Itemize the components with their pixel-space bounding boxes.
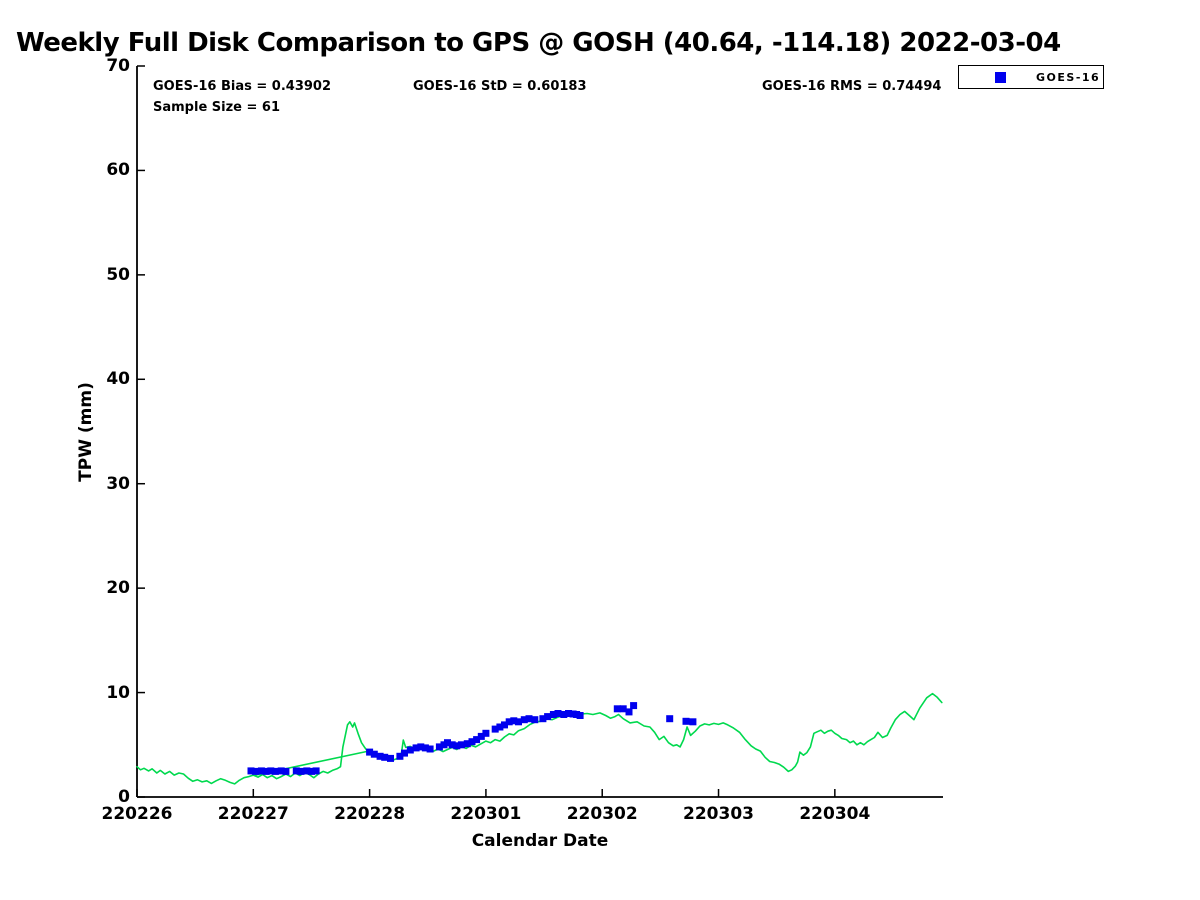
goes16-point: [531, 716, 539, 724]
goes16-point: [510, 717, 518, 725]
goes16-point: [257, 767, 265, 775]
goes16-point: [482, 729, 490, 737]
goes16-point: [387, 754, 394, 762]
goes16-point: [271, 767, 279, 775]
goes16-point: [549, 711, 557, 718]
y-tick-label: 50: [106, 264, 130, 285]
goes16-point: [412, 744, 420, 752]
goes16-point: [435, 743, 443, 751]
goes16-point: [448, 741, 456, 749]
y-tick-label: 20: [106, 578, 130, 599]
stat-rms: GOES-16 RMS = 0.74494: [762, 79, 942, 94]
legend: GOES-16: [958, 65, 1104, 89]
goes16-point: [421, 744, 429, 752]
y-tick-label: 10: [106, 682, 130, 703]
goes16-point: [565, 710, 572, 717]
goes16-point: [401, 749, 408, 757]
goes16-point: [426, 745, 434, 753]
x-tick-label: 220228: [334, 804, 406, 824]
goes16-point: [525, 715, 533, 723]
goes16-point: [376, 752, 384, 760]
stat-sample-size: Sample Size = 61: [153, 100, 281, 115]
y-tick-label: 40: [106, 369, 130, 390]
goes16-point: [282, 767, 290, 775]
goes16-point: [396, 752, 404, 760]
goes16-point: [505, 718, 513, 726]
goes16-point: [625, 708, 633, 716]
goes16-point: [267, 767, 275, 775]
goes16-point: [370, 750, 378, 758]
x-axis-label: Calendar Date: [471, 831, 609, 851]
goes16-point: [453, 742, 461, 750]
goes16-point: [262, 767, 270, 775]
goes16-point: [560, 711, 568, 718]
y-tick-label: 0: [118, 787, 130, 807]
y-tick-label: 30: [106, 473, 130, 494]
goes16-point: [477, 732, 485, 740]
x-tick-label: 220303: [683, 804, 755, 824]
y-tick-label: 70: [106, 56, 130, 76]
goes16-point: [463, 740, 471, 748]
goes16-point: [619, 705, 627, 713]
x-tick-label: 220304: [799, 804, 871, 824]
goes16-point: [689, 718, 697, 726]
x-tick-label: 220226: [101, 804, 173, 824]
goes16-point: [458, 741, 465, 749]
goes16-point: [277, 767, 285, 775]
goes16-point: [544, 713, 552, 721]
x-tick-label: 220302: [566, 804, 638, 824]
goes16-point: [308, 767, 315, 775]
goes16-point: [468, 738, 476, 746]
goes16-point: [613, 705, 621, 713]
goes16-point: [406, 746, 414, 754]
goes16-point: [515, 718, 522, 726]
goes16-point: [444, 739, 451, 747]
goes16-point: [252, 767, 260, 775]
goes16-point: [381, 753, 389, 761]
goes16-point: [682, 717, 690, 725]
goes16-point: [630, 702, 638, 710]
goes16-point: [520, 716, 528, 724]
goes16-point: [554, 710, 562, 717]
goes16-point: [491, 725, 499, 733]
goes16-point: [297, 767, 305, 775]
goes16-point: [576, 712, 584, 719]
goes16-point: [539, 715, 547, 723]
goes16-point: [417, 743, 425, 751]
y-tick-label: 60: [106, 160, 130, 181]
stat-bias: GOES-16 Bias = 0.43902: [153, 79, 332, 94]
stat-std: GOES-16 StD = 0.60183: [413, 79, 587, 94]
goes16-point: [473, 736, 481, 744]
x-tick-label: 220227: [217, 804, 289, 824]
goes16-point: [501, 721, 508, 729]
legend-marker-goes16-icon: [995, 71, 1006, 83]
x-tick-label: 220301: [450, 804, 522, 824]
legend-label-goes16: GOES-16: [1036, 70, 1101, 84]
chart-title: Weekly Full Disk Comparison to GPS @ GOS…: [16, 28, 1061, 58]
goes16-point: [666, 715, 674, 723]
goes16-point: [247, 767, 255, 775]
goes16-point: [303, 767, 311, 775]
goes16-point: [292, 767, 300, 775]
goes16-point: [496, 723, 504, 731]
goes16-point: [366, 748, 374, 756]
goes16-point: [312, 767, 320, 775]
